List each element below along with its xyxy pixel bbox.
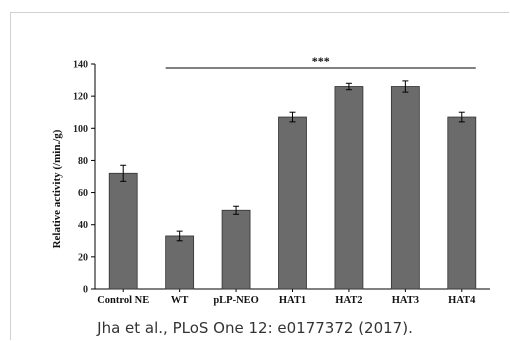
figure-frame: [10, 12, 509, 340]
x-tick-label: Control NE: [97, 295, 149, 306]
bar-hat2: [334, 86, 364, 290]
bar-plp-neo: [221, 209, 251, 290]
y-tick-label: 140: [73, 60, 88, 71]
y-tick-label: 0: [83, 285, 88, 296]
x-tick-label: pLP-NEO: [213, 295, 259, 306]
y-tick-label: 20: [78, 252, 88, 263]
x-tick-label: HAT4: [448, 295, 476, 306]
y-axis-label: Relative activity (/min./g): [51, 129, 63, 248]
y-tick-label: 40: [78, 220, 88, 231]
x-tick-label: HAT1: [279, 295, 306, 306]
y-tick-label: 80: [78, 156, 88, 167]
chart-bars: [108, 80, 477, 290]
x-tick-label: WT: [171, 295, 189, 306]
y-tick-label: 120: [73, 92, 88, 103]
significance-label: ***: [312, 54, 330, 68]
bar-hat4: [447, 116, 477, 290]
bar-hat3: [390, 86, 420, 290]
y-tick-label: 60: [78, 188, 88, 199]
x-tick-label: HAT2: [335, 295, 362, 306]
y-tick-label: 100: [73, 124, 88, 135]
bar-hat1: [278, 116, 307, 290]
bar-wt: [165, 235, 195, 290]
bar-control-ne: [108, 172, 138, 290]
chart-labels: 0 20 40 60 80 100 120 140 Control NE WT pLP-NEO HAT…: [73, 54, 476, 306]
x-tick-label: HAT3: [392, 295, 419, 306]
citation-caption: Jha et al., PLoS One 12: e0177372 (2017)…: [97, 319, 413, 337]
